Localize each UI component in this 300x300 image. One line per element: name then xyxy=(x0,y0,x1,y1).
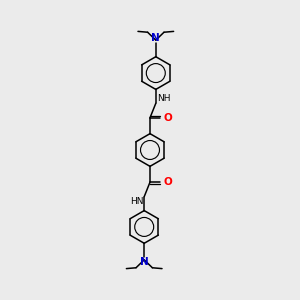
Text: HN: HN xyxy=(130,197,143,206)
Text: O: O xyxy=(164,177,173,187)
Text: NH: NH xyxy=(157,94,170,103)
Text: N: N xyxy=(140,257,148,268)
Text: N: N xyxy=(152,32,160,43)
Text: O: O xyxy=(164,113,173,123)
